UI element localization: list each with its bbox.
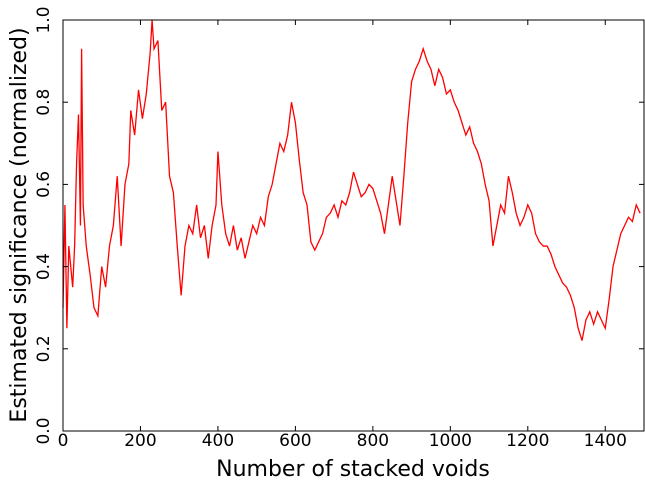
data-line	[62, 19, 641, 341]
x-tick-label: 600	[279, 431, 311, 451]
plot-frame	[62, 19, 645, 432]
y-tick-label: 0.4	[34, 253, 54, 280]
x-tick-label: 1200	[506, 431, 549, 451]
y-axis-label: Estimated significance (normalized)	[7, 27, 32, 422]
x-tick-label: 0	[58, 431, 69, 451]
x-tick-label: 800	[357, 431, 389, 451]
y-tick-label: 0.0	[34, 417, 54, 444]
y-tick-label: 0.8	[34, 89, 54, 116]
x-tick-label: 1400	[584, 431, 627, 451]
x-tick-label: 200	[124, 431, 156, 451]
y-tick-label: 0.2	[34, 335, 54, 362]
y-tick-label: 0.6	[34, 171, 54, 198]
x-tick-label: 1000	[429, 431, 472, 451]
x-tick-label: 400	[202, 431, 234, 451]
x-axis-label: Number of stacked voids	[216, 457, 490, 482]
y-tick-label: 1.0	[34, 6, 54, 33]
